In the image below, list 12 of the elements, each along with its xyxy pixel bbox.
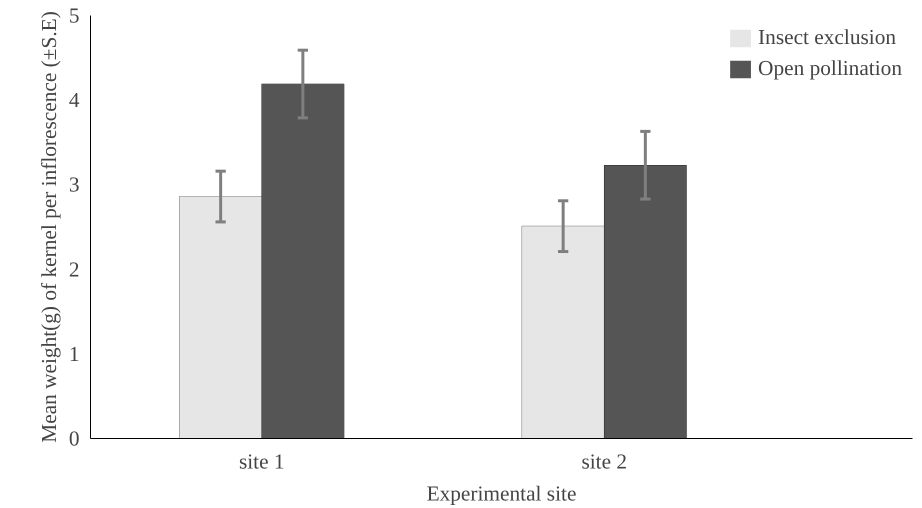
legend-label: Open pollination: [758, 56, 902, 81]
y-tick-label: 3: [68, 172, 80, 197]
legend-label: Insect exclusion: [758, 25, 896, 50]
x-tick-label: site 1: [238, 450, 285, 474]
y-tick-label: 1: [68, 342, 80, 366]
x-tick-label: site 2: [581, 450, 628, 474]
y-tick-label: 5: [68, 4, 80, 28]
y-tick-label: 2: [68, 257, 80, 282]
y-tick-label: 0: [68, 426, 80, 450]
y-tick-label: 4: [68, 88, 80, 112]
y-axis-title: Mean weight(g) of kernel per inflorescence (±S.E): [36, 11, 61, 443]
x-axis-title: Experimental site: [426, 482, 576, 506]
